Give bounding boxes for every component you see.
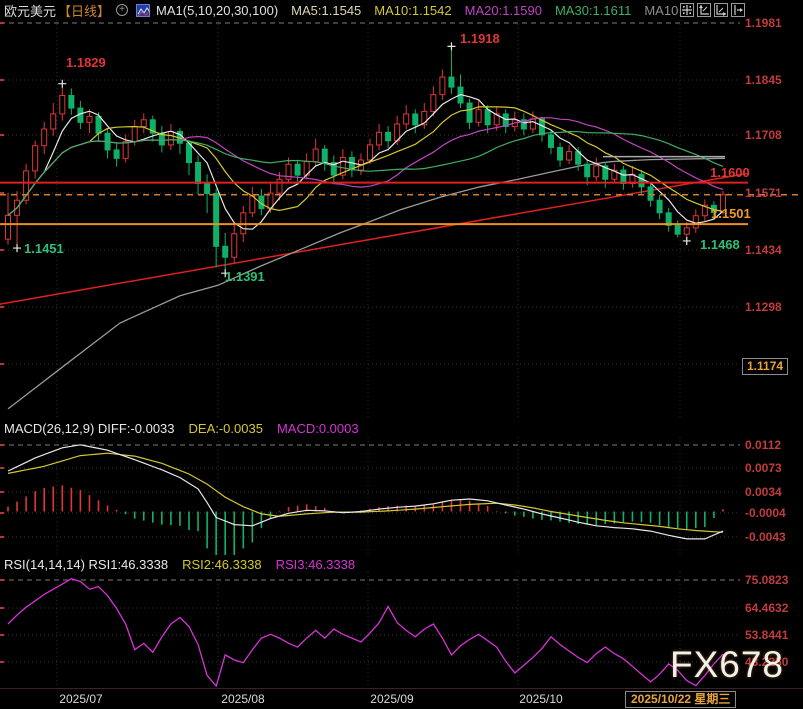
ma-legend-item-0: MA5:1.1545 [291, 2, 362, 18]
x-axis-month-label: 2025/07 [59, 692, 103, 706]
ma-legend: MA5:1.1545 MA10:1.1542 MA20:1.1590 MA30:1.1… [278, 3, 678, 18]
zoom-x-axis-icon[interactable] [714, 3, 728, 17]
price-annotation: 1.1829 [66, 55, 106, 70]
ma-legend-item-3: MA30:1.1611 [554, 2, 632, 18]
price-annotation: 1.1918 [460, 31, 500, 46]
chart-header: 欧元美元 【日线】 + MA1(5,10,20,30,100) MA5:1.15… [0, 0, 803, 20]
price-annotation: 1.1451 [24, 241, 64, 256]
main-y-axis-label: 1.1708 [745, 128, 782, 142]
watermark: FX678 [670, 644, 785, 685]
crosshair-tool-icon[interactable] [680, 3, 694, 17]
zoom-y-axis-icon[interactable] [697, 3, 711, 17]
hline-price-label: 1.1501 [711, 206, 751, 221]
price-annotation: 1.1391 [225, 269, 265, 284]
rsi2-label: RSI2:46.3338 [182, 557, 262, 572]
chart-toolbar [680, 3, 745, 17]
main-chart-canvas[interactable] [0, 20, 803, 420]
last-date-label: 2025/10/22 星期三 [625, 691, 737, 708]
macd-header: MACD(26,12,9) DIFF:-0.0033 DEA:-0.0035 MAC… [4, 421, 373, 436]
rsi-header: RSI(14,14,14) RSI1:46.3338 RSI2:46.3338 RS… [4, 557, 369, 572]
x-axis-month-label: 2025/09 [370, 692, 414, 706]
macd-y-axis-label: -0.0004 [745, 506, 786, 520]
macd-diff-label: MACD(26,12,9) DIFF:-0.0033 [4, 421, 175, 436]
timeframe-label: 【日线】 [58, 3, 111, 19]
pan-chart-icon[interactable] [731, 3, 745, 17]
x-axis-month-label: 2025/08 [221, 692, 265, 706]
add-icon[interactable]: + [116, 4, 129, 16]
price-annotation: 1.1468 [700, 237, 740, 252]
rsi-y-axis-label: 43.2250 [745, 655, 789, 669]
main-y-axis-label: 1.1845 [745, 73, 782, 87]
macd-y-axis-label: -0.0043 [745, 530, 786, 544]
macd-chart-canvas[interactable] [0, 437, 803, 557]
ma-settings-label: MA1(5,10,20,30,100) [156, 2, 279, 18]
symbol-name: 欧元美元 [4, 3, 57, 19]
rsi1-label: RSI(14,14,14) RSI1:46.3338 [4, 557, 169, 572]
rsi-y-axis-label: 53.8441 [745, 628, 789, 642]
macd-macd-label: MACD:0.0003 [276, 421, 359, 436]
main-y-axis-label: 1.1298 [745, 300, 782, 314]
hline-price-label: 1.1600 [710, 165, 750, 180]
ma-legend-item-2: MA20:1.1590 [464, 2, 542, 18]
rsi-y-axis-label: 64.4632 [745, 601, 789, 615]
main-y-axis-label: 1.1981 [745, 16, 782, 30]
indicator-thumbnail-icon[interactable] [136, 3, 151, 17]
ma-legend-item-1: MA10:1.1542 [374, 2, 452, 18]
x-axis-month-label: 2025/10 [519, 692, 563, 706]
rsi3-label: RSI3:46.3338 [275, 557, 356, 572]
y-axis-boxed-label: 1.1174 [742, 358, 789, 375]
macd-dea-label: DEA:-0.0035 [188, 421, 263, 436]
main-y-axis-label: 1.1434 [745, 243, 782, 257]
ma-legend-item-4: MA10 [644, 2, 679, 18]
macd-y-axis-label: 0.0073 [745, 461, 782, 475]
main-y-axis-label: 1.1571 [745, 186, 782, 200]
rsi-chart-canvas[interactable] [0, 572, 803, 688]
rsi-y-axis-label: 75.0823 [745, 573, 789, 587]
time-axis: 2025/07 2025/08 2025/09 2025/10 2025/10/22 … [0, 688, 803, 709]
macd-y-axis-label: 0.0112 [745, 438, 782, 452]
macd-y-axis-label: 0.0034 [745, 485, 782, 499]
